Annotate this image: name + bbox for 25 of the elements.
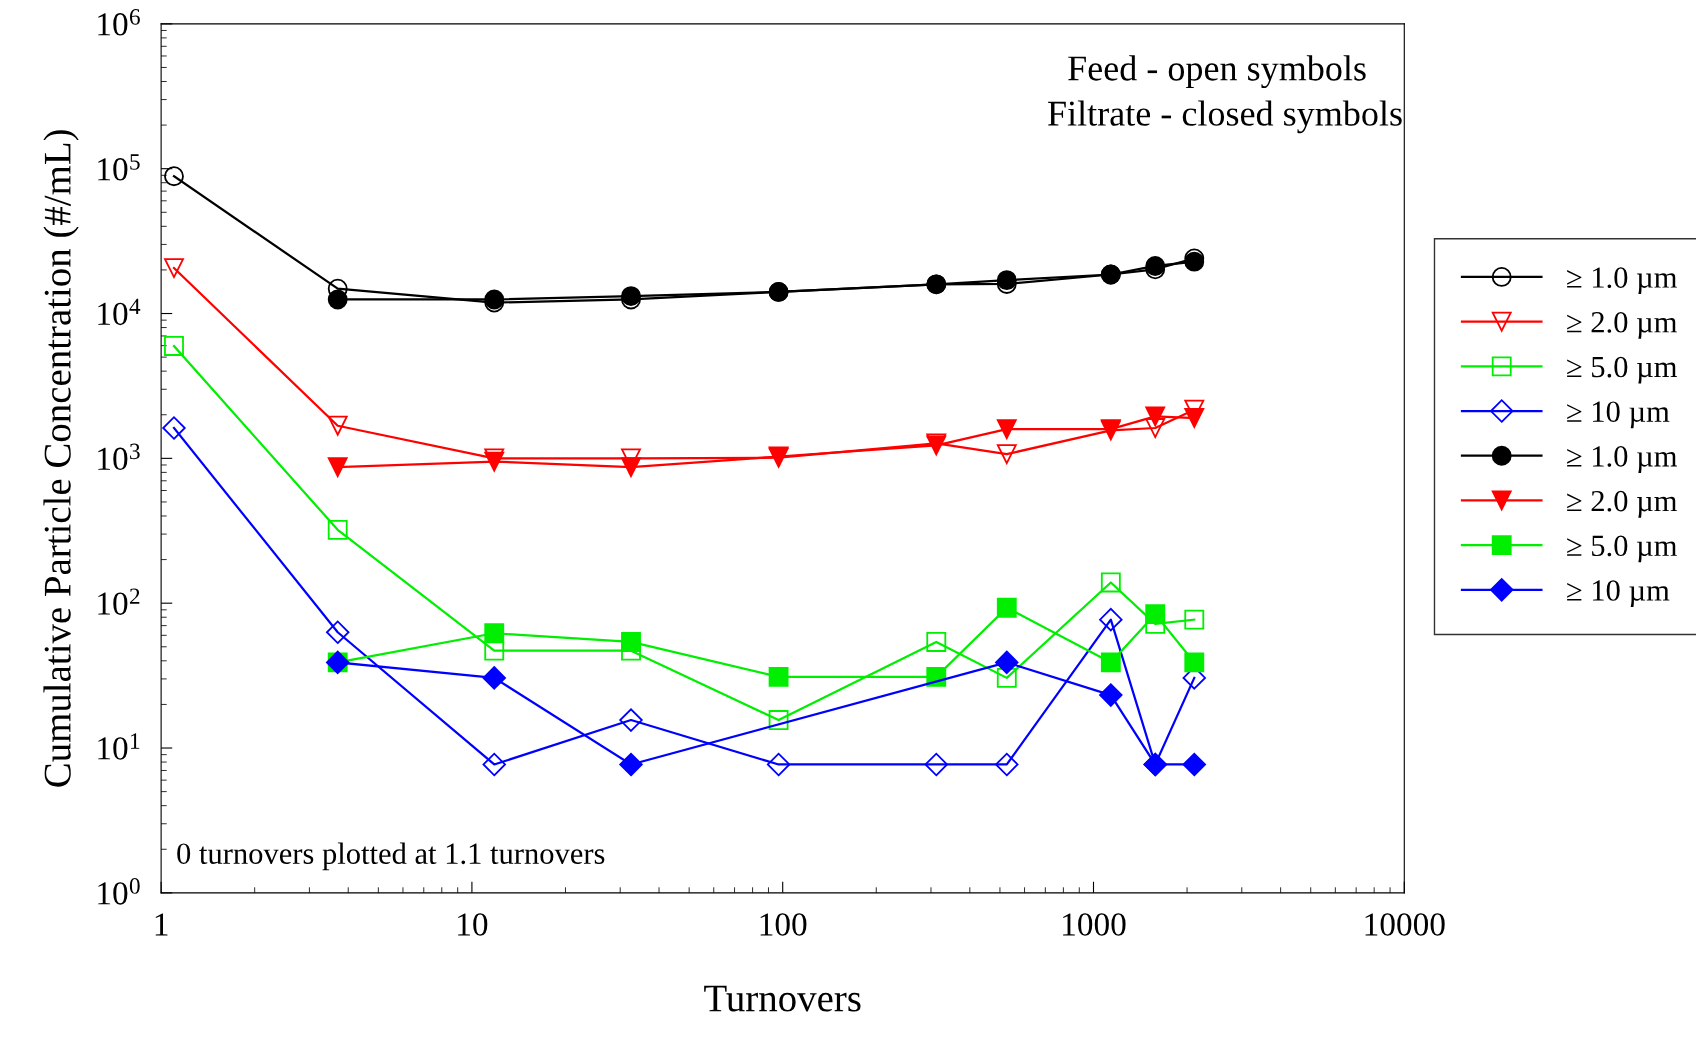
legend-label: ≥ 10 µm	[1567, 580, 1670, 608]
annotation: Feed - open symbols	[1068, 55, 1366, 89]
x-axis-title: Turnovers	[704, 985, 861, 1012]
y-tick-label: 10$^{0}$	[98, 878, 140, 905]
y-tick-label: 10$^{4}$	[98, 298, 141, 326]
legend-label: ≥ 2.0 µm	[1567, 490, 1678, 518]
legend-label: ≥ 1.0 µm	[1567, 446, 1678, 473]
x-tick-label: 1000	[1063, 913, 1126, 936]
x-tick-label: 1	[155, 913, 168, 936]
legend-label: ≥ 1.0 µm	[1567, 267, 1678, 295]
annotation: 0 turnovers plotted at 1.1 turnovers	[177, 842, 605, 871]
legend-label: ≥ 2.0 µm	[1567, 312, 1678, 339]
y-axis-title: Cumulative Particle Concentration (#/mL)	[43, 130, 79, 787]
x-tick-label: 10000	[1365, 913, 1445, 936]
y-tick-label: 10$^{3}$	[98, 443, 140, 471]
x-tick-label: 10	[458, 913, 488, 936]
legend-label: ≥ 5.0 µm	[1567, 356, 1678, 384]
legend-label: ≥ 5.0 µm	[1567, 535, 1678, 563]
y-tick-label: 10$^{1}$	[98, 733, 140, 760]
annotation: Filtrate - closed symbols	[1048, 100, 1402, 134]
x-tick-label: 100	[760, 913, 807, 936]
y-tick-label: 10$^{2}$	[98, 588, 140, 615]
legend-label: ≥ 10 µm	[1567, 401, 1670, 429]
y-tick-label: 10$^{6}$	[98, 9, 140, 36]
y-tick-label: 10$^{5}$	[98, 154, 140, 181]
